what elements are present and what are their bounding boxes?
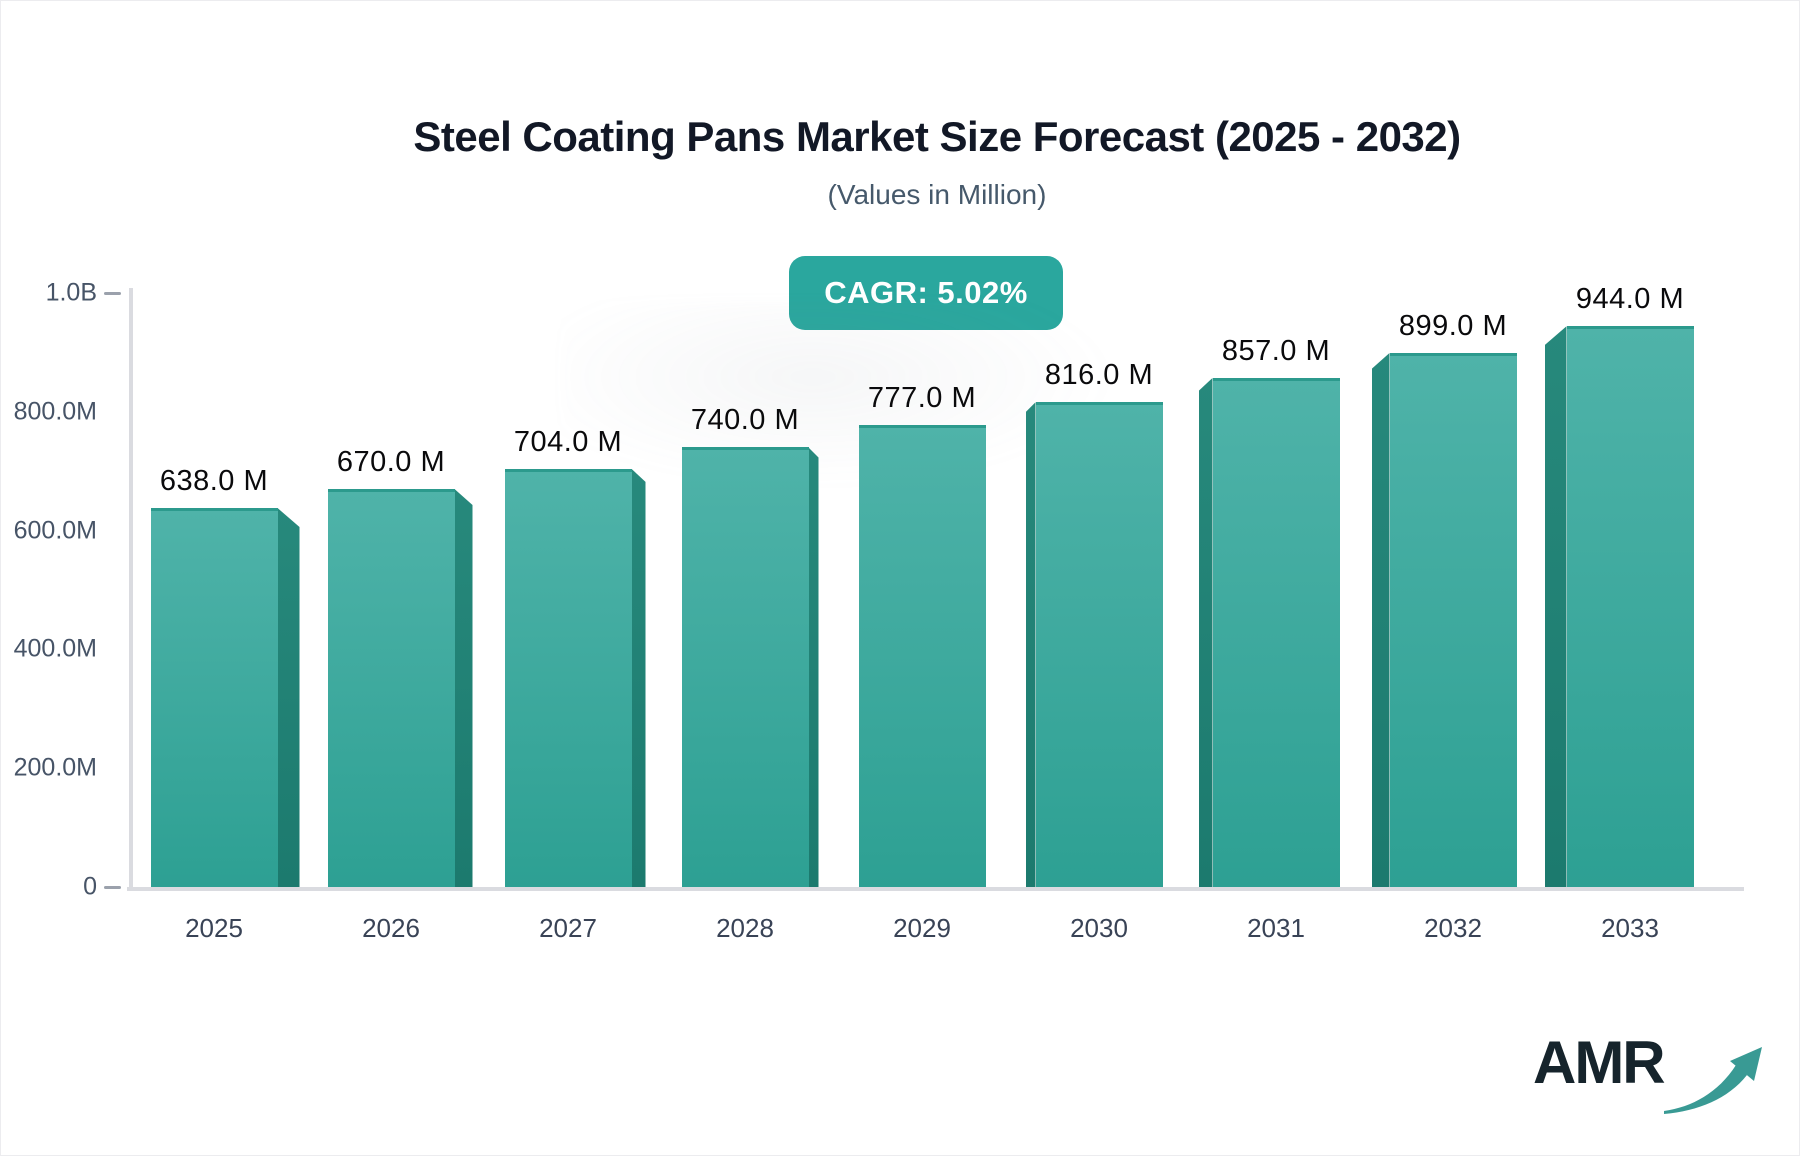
x-axis-label: 2031 <box>1247 913 1305 943</box>
bar-2029[interactable] <box>858 425 986 887</box>
cagr-badge: CAGR: 5.02% <box>789 256 1063 330</box>
amr-logo-text: AMR <box>1533 1029 1666 1096</box>
x-axis-label: 2033 <box>1601 913 1659 943</box>
bar-value-label: 857.0 M <box>1221 334 1331 367</box>
bar-value-label: 670.0 M <box>336 446 446 479</box>
x-axis-label: 2030 <box>1070 913 1128 943</box>
x-axis-label: 2029 <box>893 913 951 943</box>
bar-side-2032 <box>1371 352 1390 887</box>
bar-2025[interactable] <box>150 508 278 887</box>
bar-value-label: 638.0 M <box>159 465 269 498</box>
y-axis-label: 200.0M <box>13 753 97 782</box>
bar-value-label: 704.0 M <box>513 425 623 458</box>
x-axis-baseline <box>127 887 1744 891</box>
y-axis-line <box>129 288 133 889</box>
x-axis-label: 2025 <box>185 913 243 943</box>
y-axis-label: 0 <box>83 872 97 901</box>
bar-side-2033 <box>1544 326 1567 887</box>
bar-2028[interactable] <box>681 447 809 887</box>
bar-2030[interactable] <box>1035 402 1163 887</box>
bar-2032[interactable] <box>1389 352 1517 887</box>
x-axis-label: 2028 <box>716 913 774 943</box>
bar-side-2026 <box>454 489 473 887</box>
bar-value-label: 816.0 M <box>1044 359 1154 392</box>
bar-side-2031 <box>1198 377 1213 887</box>
chart-header: Steel Coating Pans Market Size Forecast … <box>131 1 1743 211</box>
bar-side-2028 <box>808 447 819 887</box>
y-axis-label: 1.0B <box>45 278 97 307</box>
bar-value-label: 777.0 M <box>867 382 977 415</box>
chart-subtitle: (Values in Million) <box>827 179 1047 210</box>
x-axis-label: 2026 <box>362 913 420 943</box>
bar-2031[interactable] <box>1212 377 1340 887</box>
x-axis-label: 2027 <box>539 913 597 943</box>
bar-value-label: 740.0 M <box>690 404 800 437</box>
cagr-badge-label: CAGR: 5.02% <box>824 275 1028 310</box>
chart-title: Steel Coating Pans Market Size Forecast … <box>413 113 1461 160</box>
y-axis-label: 800.0M <box>13 397 97 426</box>
y-axis-label: 600.0M <box>13 516 97 545</box>
y-axis-tick <box>104 292 121 295</box>
growth-arrow-icon <box>1650 1035 1768 1128</box>
bar-side-2030 <box>1025 402 1036 887</box>
bar-value-label: 899.0 M <box>1398 309 1508 342</box>
bar-2026[interactable] <box>327 489 455 887</box>
bar-2027[interactable] <box>504 468 632 887</box>
bar-value-label: 944.0 M <box>1575 283 1685 316</box>
amr-logo: AMR <box>1533 1033 1768 1128</box>
bar-2033[interactable] <box>1566 326 1694 887</box>
y-axis-label: 400.0M <box>13 634 97 663</box>
bar-side-2025 <box>277 508 300 887</box>
x-axis-label: 2032 <box>1424 913 1482 943</box>
y-axis-tick <box>104 886 121 889</box>
bar-side-2027 <box>631 468 646 887</box>
